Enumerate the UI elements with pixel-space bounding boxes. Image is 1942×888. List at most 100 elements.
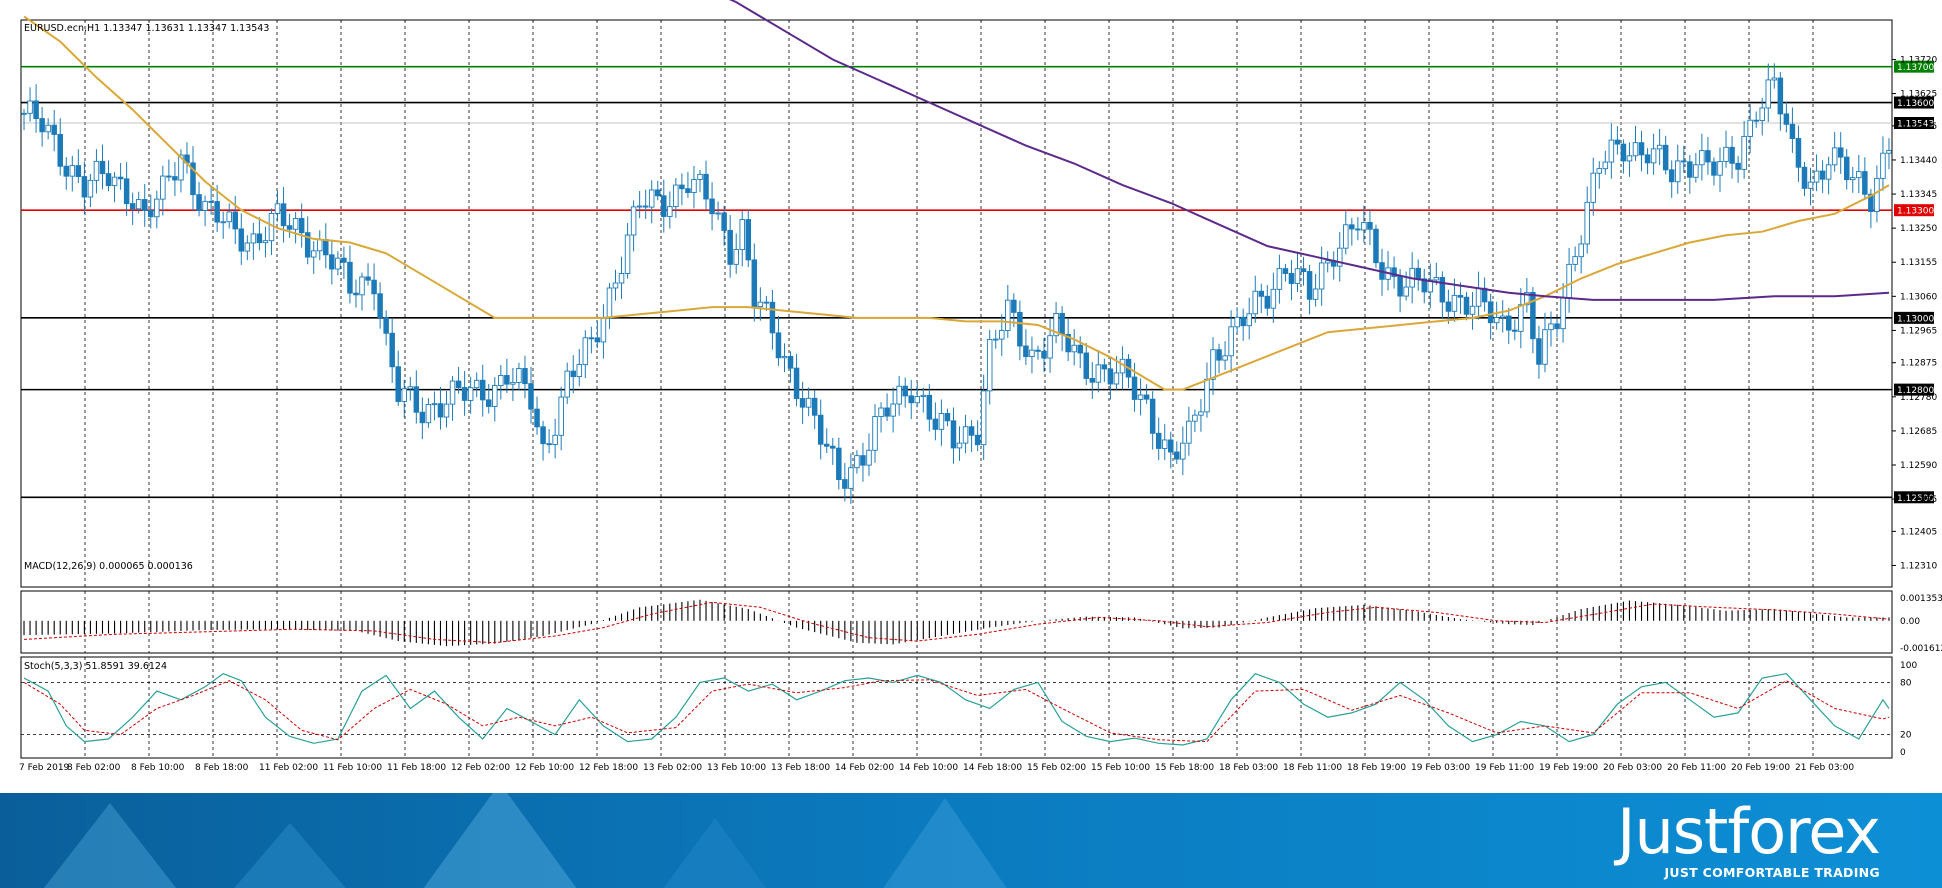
candle-body <box>1813 170 1820 183</box>
candle-body <box>1155 432 1162 449</box>
candle-body <box>1053 313 1059 337</box>
time-label: 19 Feb 11:00 <box>1475 763 1534 773</box>
candle-body <box>884 407 890 417</box>
candle-body <box>685 188 691 194</box>
candle-body <box>1505 315 1512 331</box>
candle-body <box>588 337 595 340</box>
candle-body <box>1518 304 1524 332</box>
ma-slow-line <box>23 15 1890 391</box>
macd-tick-label: -0.001612 <box>1900 644 1942 654</box>
candle-body <box>190 162 196 196</box>
candle-body <box>642 205 649 208</box>
candle-body <box>860 455 866 466</box>
candle-body <box>1542 329 1548 365</box>
candle-body <box>1825 164 1832 180</box>
macd-title: MACD(12,26,9) 0.000065 0.000136 <box>24 561 193 572</box>
price-tick-label: 1.12875 <box>1900 359 1937 369</box>
candle-body <box>709 198 715 215</box>
time-label: 20 Feb 11:00 <box>1667 763 1726 773</box>
price-tick-label: 1.13720 <box>1900 55 1937 65</box>
candle-body <box>504 375 510 385</box>
candle-body <box>1874 177 1880 213</box>
candle-body <box>1880 152 1886 179</box>
candle-body <box>926 394 933 420</box>
candle-body <box>1626 155 1633 162</box>
time-label: 8 Feb 10:00 <box>131 763 185 773</box>
candle-body <box>1300 268 1307 273</box>
candle-body <box>902 385 908 397</box>
candle-body <box>1107 368 1114 385</box>
stoch-tick-label: 20 <box>1900 731 1912 741</box>
candle-body <box>932 418 939 430</box>
candle-body <box>202 200 208 211</box>
candle-body <box>1711 161 1717 176</box>
time-label: 14 Feb 18:00 <box>963 763 1022 773</box>
candle-body <box>262 240 269 244</box>
candle-body <box>1264 295 1271 309</box>
candle-body <box>1276 268 1283 290</box>
candle-body <box>944 413 951 422</box>
stoch-tick-label: 80 <box>1900 678 1912 688</box>
candle-body <box>1427 279 1434 293</box>
candle-body <box>830 445 836 449</box>
candle-body <box>1457 294 1464 298</box>
candle-body <box>570 370 576 378</box>
candle-body <box>1234 316 1240 328</box>
candle-body <box>1180 442 1186 460</box>
candle-body <box>1445 301 1452 312</box>
candle-body <box>842 479 848 489</box>
candle-body <box>1174 451 1180 460</box>
candle-body <box>1837 147 1844 158</box>
candle-body <box>733 249 739 265</box>
candle-body <box>1638 142 1645 156</box>
candle-body <box>1077 344 1083 354</box>
candle-body <box>1397 276 1403 297</box>
level-tag-label: 1.13300 <box>1897 207 1934 217</box>
stoch-tick-label: 0 <box>1900 748 1906 758</box>
candle-body <box>419 411 426 424</box>
candle-body <box>129 203 136 210</box>
candle-body <box>1337 247 1343 267</box>
candle-body <box>154 198 160 218</box>
price-tick-label: 1.12310 <box>1900 561 1937 571</box>
time-label: 18 Feb 19:00 <box>1347 763 1406 773</box>
candle-body <box>1560 297 1566 330</box>
price-tick-label: 1.12590 <box>1900 461 1937 471</box>
candle-body <box>1149 398 1156 434</box>
candle-body <box>1101 364 1108 370</box>
candle-body <box>425 404 432 424</box>
time-label: 19 Feb 19:00 <box>1539 763 1598 773</box>
candle-body <box>1373 228 1379 264</box>
candle-body <box>1065 333 1071 353</box>
level-tag <box>1894 383 1934 396</box>
price-tick-label: 1.13060 <box>1900 292 1937 302</box>
time-label: 15 Feb 18:00 <box>1155 763 1214 773</box>
candle-body <box>1059 313 1065 335</box>
candle-body <box>1294 268 1301 284</box>
candle-body <box>1735 162 1741 170</box>
time-label: 7 Feb 2019 <box>19 763 70 773</box>
candle-body <box>1228 326 1234 357</box>
candle-body <box>1367 221 1373 230</box>
candle-body <box>763 301 770 304</box>
candle-body <box>938 413 945 430</box>
candle-body <box>1620 143 1627 162</box>
candle-body <box>335 257 341 270</box>
candle-body <box>1765 79 1772 109</box>
price-tick-label: 1.12495 <box>1900 495 1937 505</box>
candle-body <box>479 379 486 401</box>
level-tag <box>1894 311 1934 324</box>
price-tick-label: 1.13535 <box>1900 122 1937 132</box>
candle-body <box>956 442 963 449</box>
candle-body <box>1717 161 1723 176</box>
candle-body <box>757 301 764 308</box>
candle-body <box>1282 268 1289 274</box>
candle-body <box>1306 271 1313 300</box>
candle-body <box>1318 262 1325 290</box>
candle-body <box>872 416 878 451</box>
time-label: 14 Feb 02:00 <box>835 763 894 773</box>
candle-body <box>618 273 625 284</box>
candle-body <box>141 199 148 211</box>
candle-body <box>540 426 546 445</box>
